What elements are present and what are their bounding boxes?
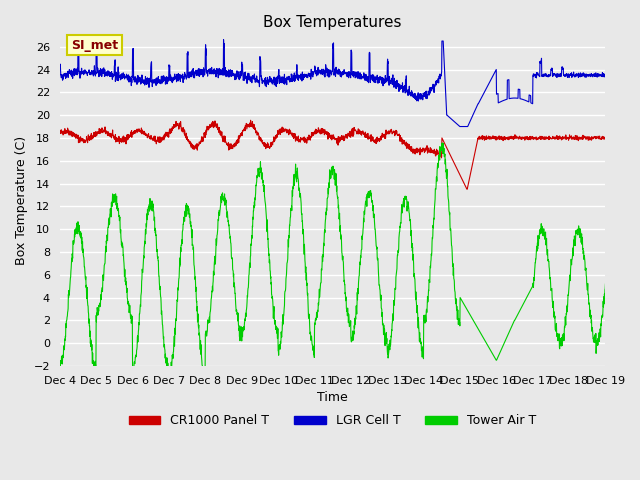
Y-axis label: Box Temperature (C): Box Temperature (C) xyxy=(15,136,28,265)
Text: SI_met: SI_met xyxy=(70,38,118,51)
Title: Box Temperatures: Box Temperatures xyxy=(263,15,402,30)
X-axis label: Time: Time xyxy=(317,391,348,404)
Legend: CR1000 Panel T, LGR Cell T, Tower Air T: CR1000 Panel T, LGR Cell T, Tower Air T xyxy=(124,409,541,432)
